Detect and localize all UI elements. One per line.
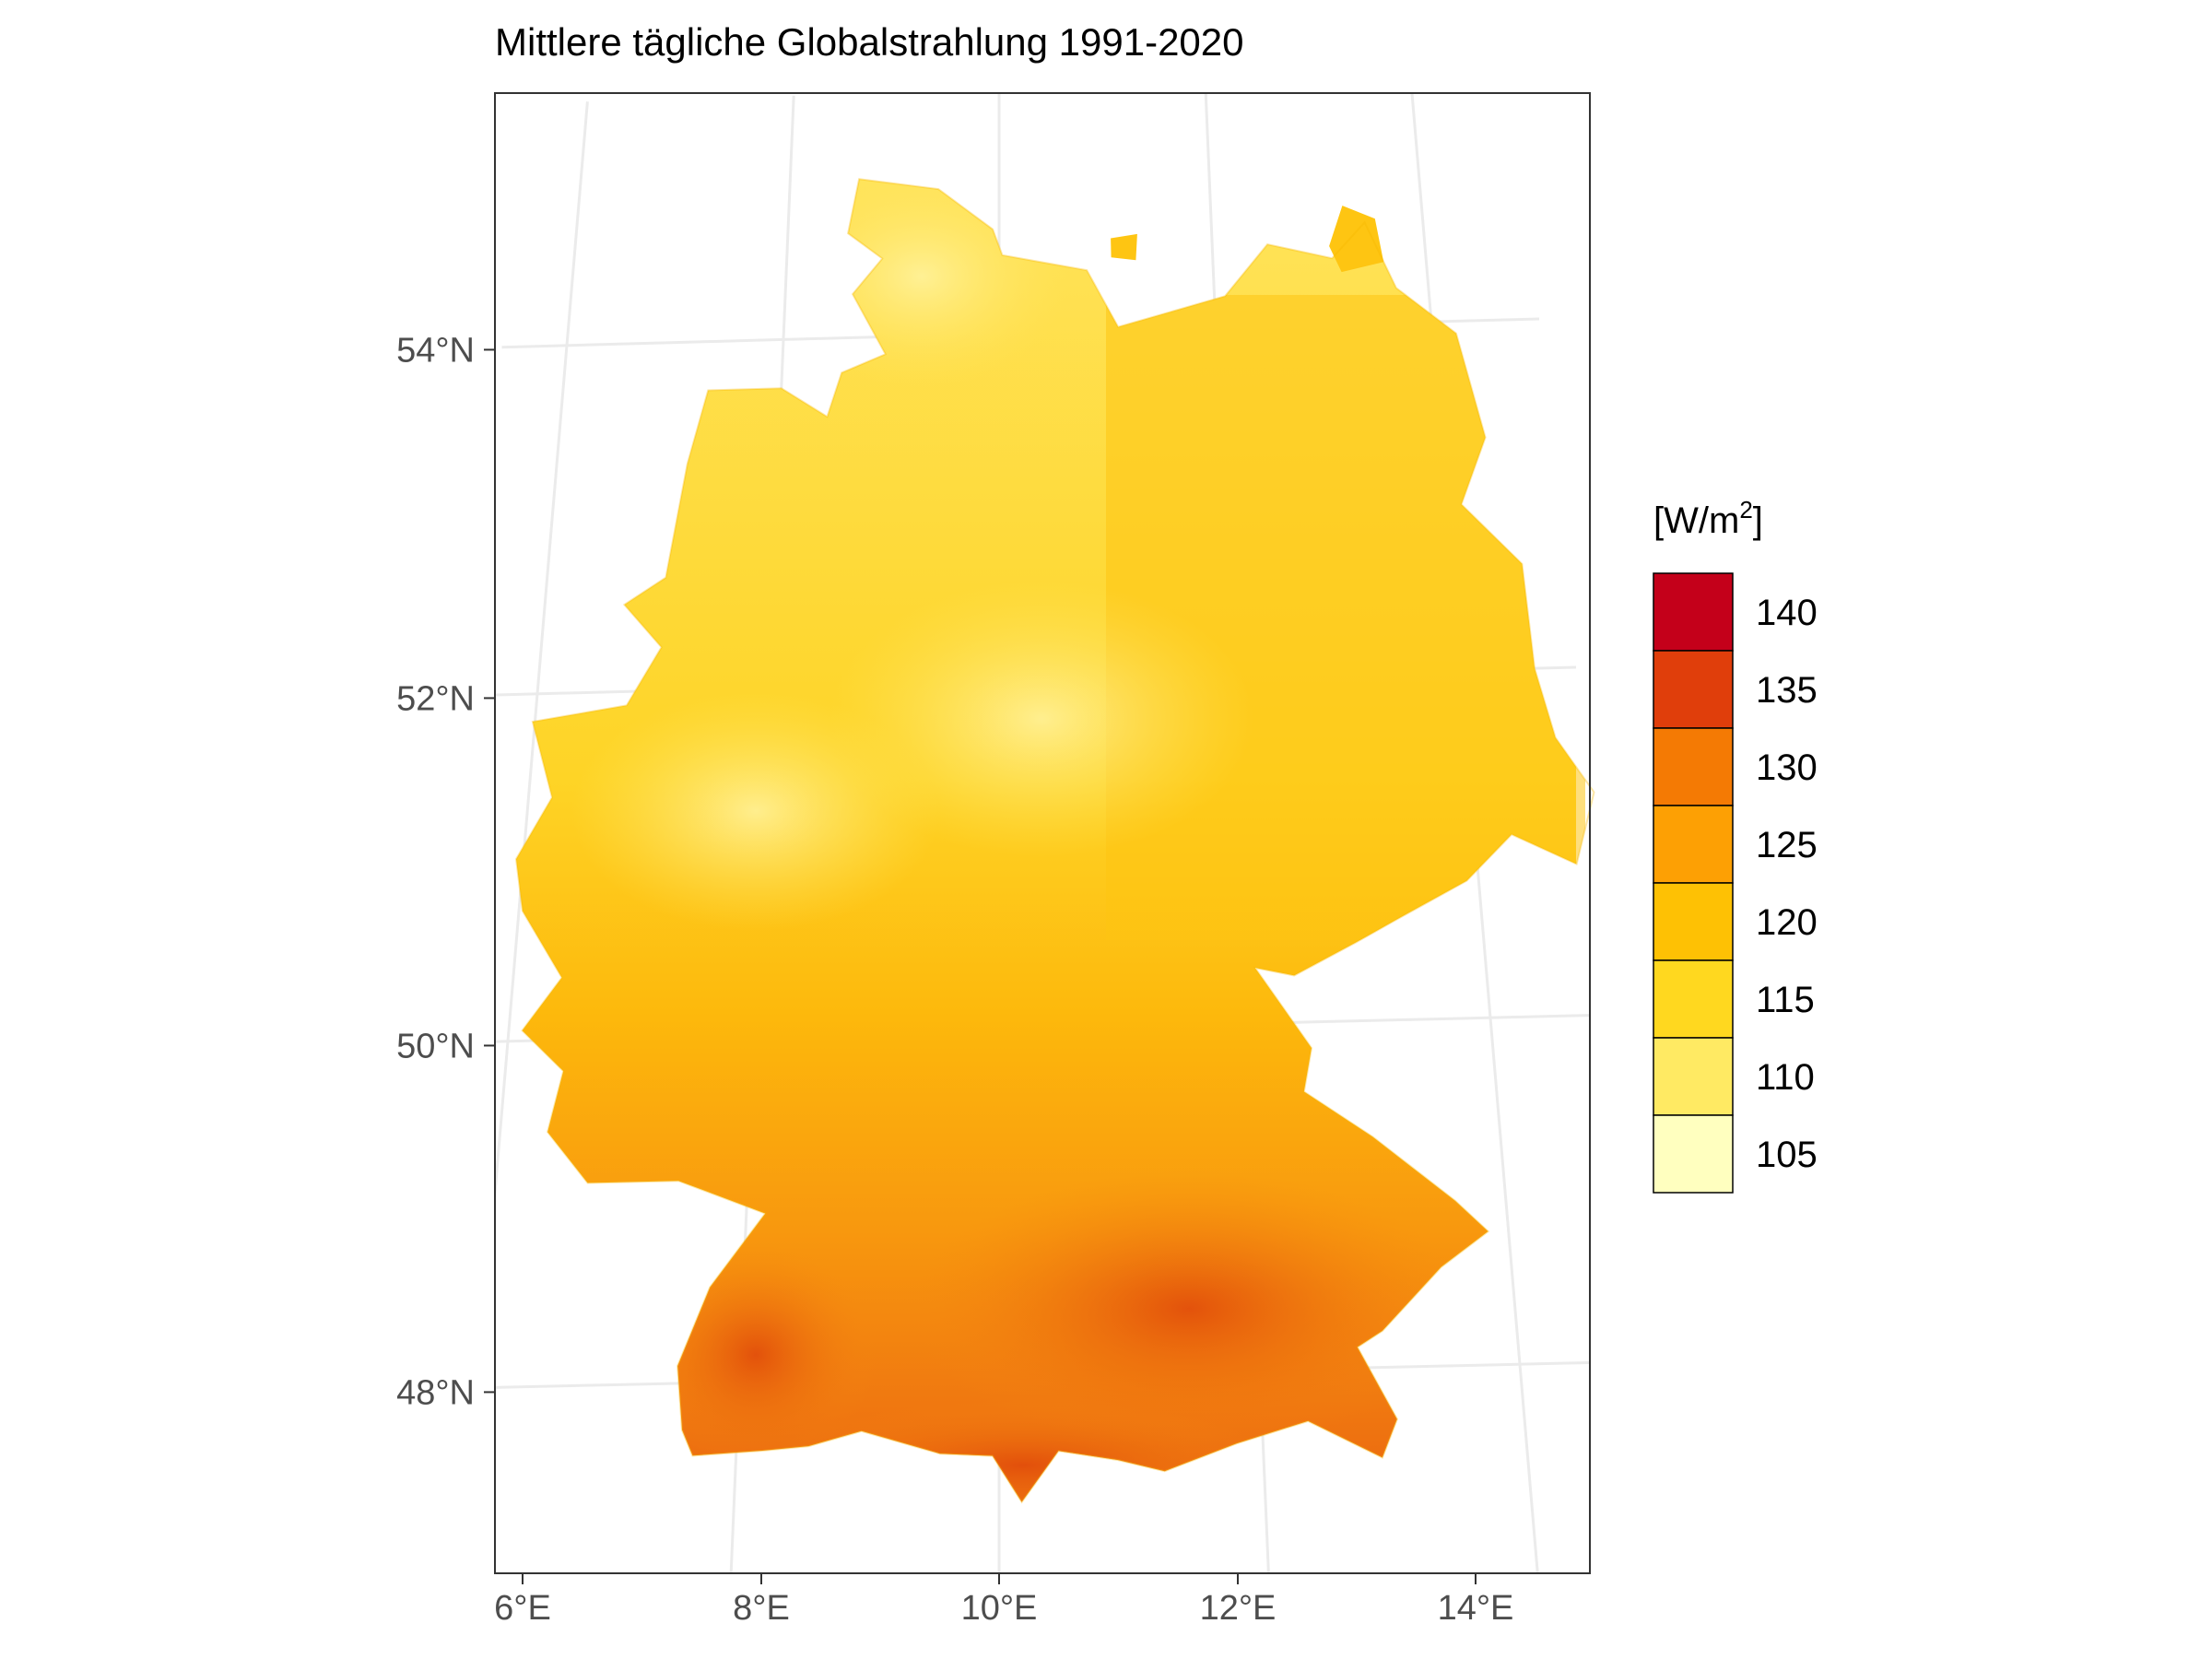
lon-tick-label: 10°E <box>961 1589 1038 1628</box>
lon-tick-label: 14°E <box>1438 1589 1514 1628</box>
high-radiation-zone-bavaria <box>912 1171 1465 1447</box>
lon-tick-label: 12°E <box>1200 1589 1277 1628</box>
lat-tick-label: 50°N <box>396 1027 475 1065</box>
panel-border <box>494 92 1591 1574</box>
lon-tick-label: 8°E <box>733 1589 790 1628</box>
legend-swatch <box>1653 805 1734 884</box>
legend-title: [W/m2] <box>1653 496 1763 541</box>
legend-swatch <box>1653 650 1734 729</box>
legend-swatch <box>1653 572 1734 652</box>
legend-swatch <box>1653 959 1734 1039</box>
legend-label: 125 <box>1756 825 1818 865</box>
legend-label: 120 <box>1756 902 1818 943</box>
legend: [W/m2] 140 135 130 125 120 115 110 105 <box>1653 496 1818 1194</box>
germany-outline <box>514 178 1595 1504</box>
legend-label: 135 <box>1756 670 1818 711</box>
legend-swatch <box>1653 882 1734 961</box>
legend-label: 140 <box>1756 593 1818 633</box>
legend-label: 115 <box>1756 980 1815 1020</box>
fehmarn-island <box>1111 233 1137 261</box>
legend-label: 130 <box>1756 747 1818 788</box>
lon-axis: 6°E 8°E 10°E 12°E 14°E <box>494 1573 1513 1628</box>
lat-tick-label: 54°N <box>396 331 475 370</box>
map-title: Mittlere tägliche Globalstrahlung 1991-2… <box>495 20 1244 64</box>
ruegen-island <box>1329 206 1384 273</box>
lat-tick-label: 52°N <box>396 679 475 718</box>
high-radiation-zone-alps <box>765 1401 1281 1502</box>
lat-tick-label: 48°N <box>396 1373 475 1412</box>
germany-shape <box>516 179 1585 1502</box>
legend-label: 110 <box>1756 1057 1815 1098</box>
low-radiation-zone-west <box>571 691 940 931</box>
legend-swatch <box>1653 727 1734 806</box>
legend-swatch <box>1653 1114 1734 1194</box>
legend-label: 105 <box>1756 1135 1818 1175</box>
lon-tick-label: 6°E <box>494 1589 551 1628</box>
low-radiation-zone-north <box>774 179 1069 387</box>
lat-axis: 48°N 50°N 52°N 54°N <box>396 331 495 1412</box>
legend-swatch <box>1653 1037 1734 1116</box>
